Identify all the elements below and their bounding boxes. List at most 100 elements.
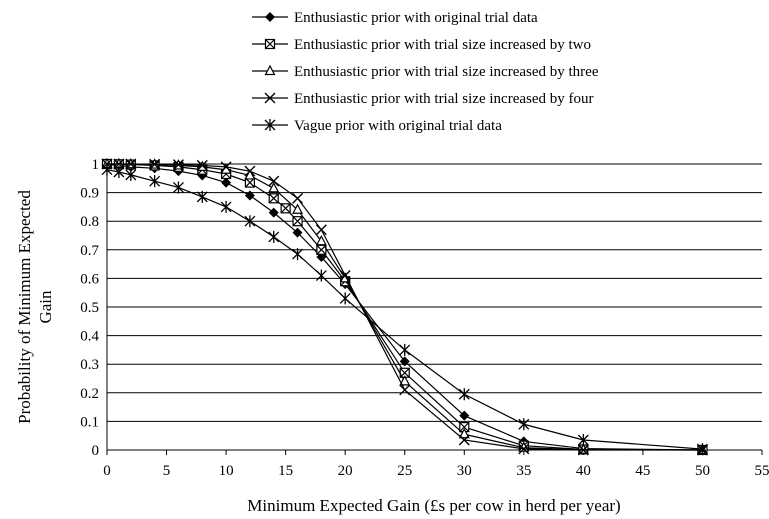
data-point [268,175,280,187]
data-point [149,158,161,170]
data-point [577,433,589,446]
x-tick-label: 15 [278,463,293,479]
legend-label: Vague prior with original trial data [294,118,502,134]
data-point [149,175,161,188]
data-point [113,158,125,170]
x-tick-labels: 0 5 10 15 20 25 30 35 40 45 50 55 [103,450,769,479]
legend-marker [264,92,276,104]
gridlines [107,163,762,422]
x-tick-label: 45 [635,463,650,479]
data-point [268,207,279,218]
x-tick-label: 35 [516,463,531,479]
y-axis-title-line-1: Probability of Minimum Expected [15,190,34,424]
data-point [399,356,410,367]
x-tick-label: 30 [457,463,472,479]
data-point [399,343,411,356]
y-tick-label: 0.4 [80,329,99,345]
x-tick-label: 20 [338,463,353,479]
data-point [458,427,470,439]
data-point [244,215,256,228]
y-tick-labels: 0 0.1 0.2 0.3 0.4 0.5 0.6 0.7 0.8 0.9 1 [80,157,99,459]
series-layer [101,157,708,456]
x-tick-label: 10 [219,463,234,479]
data-point [339,292,351,305]
legend-label: Enthusiastic prior with trial size incre… [294,91,594,107]
data-point [292,227,303,238]
x-tick-label: 50 [695,463,710,479]
data-point [221,177,232,188]
x-tick-label: 25 [397,463,412,479]
y-axis-title-line-2: Gain [36,290,55,324]
y-tick-label: 0.1 [80,414,99,430]
y-tick-label: 1 [92,157,100,173]
data-point [280,203,291,214]
legend-item: Enthusiastic prior with trial size incre… [252,64,599,80]
data-point [125,168,137,181]
y-tick-label: 0.7 [80,243,99,259]
data-point [244,165,256,177]
data-point [458,388,470,401]
data-point [315,234,327,246]
y-tick-label: 0.6 [80,271,99,287]
data-point [459,410,470,421]
x-tick-label: 40 [576,463,591,479]
data-point [172,181,184,194]
data-point [292,248,304,261]
y-tick-label: 0.2 [80,386,99,402]
series-line [106,169,703,450]
legend-marker [265,12,275,22]
y-tick-label: 0.5 [80,300,99,316]
series-3 [101,157,708,455]
data-point [696,443,708,456]
data-point [220,200,232,213]
legend-item: Vague prior with original trial data [252,118,502,134]
x-tick-label: 5 [163,463,171,479]
data-point [101,163,113,176]
data-point [196,190,208,203]
legend-item: Enthusiastic prior with trial size incre… [252,37,591,53]
y-tick-label: 0.3 [80,357,99,373]
y-tick-label: 0.9 [80,186,99,202]
data-point [268,230,280,243]
data-point [399,384,411,396]
legend-item: Enthusiastic prior with trial size incre… [252,91,594,107]
data-point [518,443,530,455]
data-point [292,192,304,204]
legend-label: Enthusiastic prior with trial size incre… [294,37,591,53]
data-point [244,169,256,180]
y-tick-label: 0 [92,443,100,459]
series-5 [101,163,708,456]
legend-marker [264,64,276,76]
legend-label: Enthusiastic prior with original trial d… [294,10,538,26]
data-point [577,444,589,456]
data-point [268,193,279,204]
legend-label: Enthusiastic prior with trial size incre… [294,64,599,80]
data-point [577,443,589,454]
legend-item: Enthusiastic prior with original trial d… [252,10,538,26]
data-point [113,166,125,179]
data-point [292,216,303,227]
data-point [315,269,327,282]
data-point [399,375,411,386]
y-tick-label: 0.8 [80,214,99,230]
series-4 [101,158,708,456]
data-point [172,159,184,171]
data-point [518,418,530,431]
data-point [292,203,304,214]
x-tick-label: 0 [103,463,111,479]
data-point [125,158,137,170]
legend-marker [264,119,276,131]
data-point [220,161,232,173]
data-point [316,251,327,262]
data-point [244,190,255,201]
data-point [268,182,280,193]
data-point [458,434,470,446]
x-tick-label: 55 [755,463,769,479]
data-point [196,159,208,171]
legend: Enthusiastic prior with original trial d… [252,10,599,134]
x-axis-title: Minimum Expected Gain (£s per cow in her… [247,496,620,515]
legend-marker [264,38,276,50]
data-point [339,270,351,282]
data-point [315,224,327,236]
